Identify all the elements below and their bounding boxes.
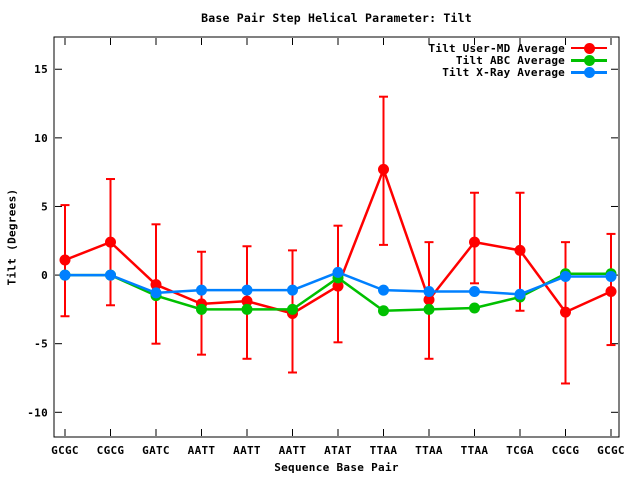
legend-sample-line-dot-icon: [571, 42, 607, 54]
x-tick-label: TTAA: [461, 444, 489, 457]
data-point-marker: [196, 303, 207, 315]
data-point-marker: [560, 306, 571, 318]
x-tick-label: AATT: [279, 444, 307, 457]
y-axis-label: Tilt (Degrees): [5, 188, 19, 286]
x-tick-label: GATC: [142, 444, 170, 457]
data-point-marker: [150, 287, 162, 299]
legend-item-user-md: Tilt User-MD Average: [428, 41, 607, 55]
x-tick-label: TTAA: [370, 444, 398, 457]
legend-item-x-ray: Tilt X-Ray Average: [429, 66, 607, 80]
x-tick-label: GCGC: [597, 444, 625, 457]
data-point-marker: [469, 236, 480, 248]
data-point-marker: [241, 284, 253, 296]
plot-border: [53, 36, 620, 438]
data-point-marker: [423, 294, 435, 306]
x-tick-label: GCGC: [51, 444, 79, 457]
data-point-marker: [378, 305, 389, 317]
legend-item-abc: Tilt ABC Average: [429, 53, 607, 67]
data-point-marker: [469, 286, 480, 298]
data-point-marker: [514, 288, 526, 300]
legend-sample-line-dot-icon: [571, 67, 607, 79]
data-point-marker: [287, 303, 298, 315]
legend-label: Tilt X-Ray Average: [442, 66, 565, 80]
y-tick-label: 10: [34, 132, 48, 145]
x-tick-label: CGCG: [552, 444, 580, 457]
data-point-marker: [332, 280, 344, 292]
data-point-marker: [287, 284, 298, 296]
x-tick-label: CGCG: [97, 444, 125, 457]
data-point-marker: [59, 254, 71, 266]
data-point-marker: [378, 284, 389, 296]
x-tick-label: AATT: [188, 444, 216, 457]
data-point-marker: [105, 236, 116, 248]
y-tick-label: -10: [27, 406, 48, 419]
chart-title: Base Pair Step Helical Parameter: Tilt: [201, 11, 472, 25]
x-axis-label: Sequence Base Pair: [274, 461, 399, 474]
data-point-marker: [332, 266, 344, 278]
data-point-marker: [241, 303, 253, 315]
x-tick-label: ATAT: [324, 444, 352, 457]
data-point-marker: [560, 270, 571, 282]
data-point-marker: [605, 270, 617, 282]
data-point-marker: [241, 295, 253, 307]
legend-label: Tilt ABC Average: [455, 53, 565, 67]
data-point-marker: [469, 302, 480, 314]
data-point-marker: [378, 163, 389, 175]
data-point-marker: [59, 269, 71, 281]
data-point-marker: [196, 284, 207, 296]
x-tick-label: TTAA: [415, 444, 443, 457]
y-tick-label: 0: [41, 269, 48, 282]
y-tick-label: -5: [34, 338, 48, 351]
data-point-marker: [150, 279, 162, 291]
data-point-marker: [605, 286, 617, 298]
legend-label: Tilt User-MD Average: [428, 41, 565, 55]
data-point-marker: [423, 286, 435, 298]
y-tick-label: 15: [34, 63, 48, 76]
x-tick-label: TCGA: [506, 444, 534, 457]
y-tick-label: 5: [41, 200, 48, 213]
legend: Tilt User-MD Average Tilt ABC Average Ti…: [429, 42, 607, 79]
x-tick-label: AATT: [233, 444, 261, 457]
data-point-marker: [105, 269, 116, 281]
data-point-marker: [514, 244, 526, 256]
legend-sample-line-dot-icon: [571, 54, 607, 66]
data-point-marker: [423, 303, 435, 315]
